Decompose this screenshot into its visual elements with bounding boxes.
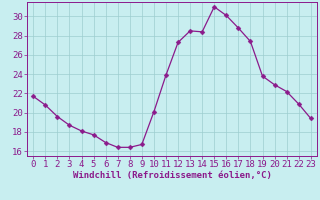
X-axis label: Windchill (Refroidissement éolien,°C): Windchill (Refroidissement éolien,°C) xyxy=(73,171,271,180)
